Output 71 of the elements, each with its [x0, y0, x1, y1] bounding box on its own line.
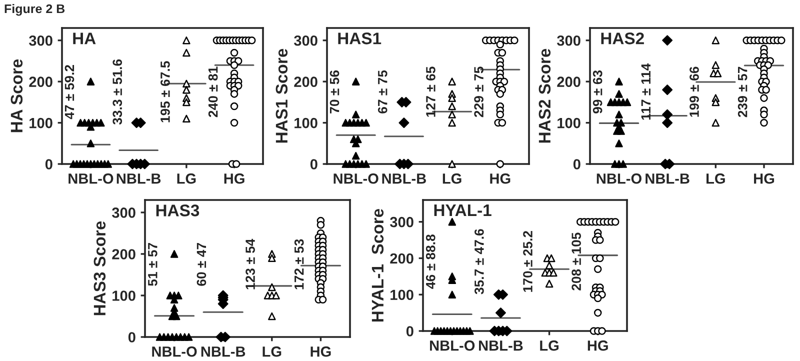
- ref-line-label: 117 ± 114: [641, 63, 650, 120]
- y-tick-label: 0: [45, 159, 52, 170]
- x-tick-label: HG: [588, 340, 608, 351]
- y-tick-label: 300: [294, 35, 318, 46]
- x-tick-label: LG: [442, 173, 462, 184]
- y-axis-title: HAS1 Score: [276, 48, 288, 143]
- chart-title: HAS1: [338, 32, 382, 44]
- ref-line-label: 33.3 ± 51.6: [112, 59, 122, 125]
- y-tick-label: 300: [28, 35, 52, 46]
- ref-line-label: 127 ± 65: [426, 66, 436, 117]
- x-tick-label: HG: [490, 173, 510, 184]
- y-tick-label: 300: [556, 35, 580, 46]
- ref-line-label: 51 ± 57: [148, 243, 158, 286]
- x-tick-label: HG: [310, 346, 331, 357]
- ref-line-label: 99 ± 63: [592, 70, 602, 114]
- y-axis-title: HAS3 Score: [94, 221, 106, 316]
- x-tick-label: LG: [177, 173, 196, 184]
- y-tick-label: 0: [406, 326, 414, 336]
- ref-line-label: 170 ± 25.2: [523, 230, 532, 292]
- y-tick-label: 300: [390, 216, 414, 228]
- y-tick-label: 300: [112, 208, 136, 218]
- y-tick-label: 200: [294, 76, 318, 88]
- y-tick-label: 0: [310, 159, 318, 170]
- y-tick-label: 0: [573, 159, 580, 170]
- ref-line-label: 172 ± 53: [294, 239, 304, 290]
- ref-line-label: 46 ± 88.8: [426, 234, 436, 289]
- x-tick-label: NBL-O: [152, 346, 197, 357]
- ref-line-label: 195 ± 67.5: [160, 61, 170, 122]
- y-tick-label: 100: [558, 118, 580, 128]
- x-tick-label: NBL-B: [646, 174, 690, 184]
- ref-line-label: 67 ± 75: [378, 70, 388, 114]
- x-tick-label: NBL-B: [116, 174, 161, 184]
- x-tick-label: HG: [224, 173, 244, 184]
- chart-title: HYAL-1: [434, 204, 492, 216]
- x-tick-label: NBL-O: [596, 173, 642, 184]
- x-tick-label: NBL-O: [334, 173, 378, 184]
- ref-line-label: 199 ± 66: [690, 66, 699, 117]
- chart-title: HAS2: [601, 32, 644, 44]
- x-tick-label: LG: [540, 340, 559, 351]
- y-axis-title: HYAL-1 Score: [372, 208, 384, 322]
- ref-line-label: 240 ± 81: [208, 66, 218, 118]
- x-tick-label: NBL-O: [68, 173, 114, 184]
- x-tick-label: LG: [706, 173, 725, 184]
- ref-line-label: 47 ± 59.2: [64, 64, 74, 120]
- ref-line-label: 239 ± 57: [738, 66, 748, 118]
- ref-line-label: 70 ± 56: [330, 70, 340, 114]
- y-tick-label: 0: [128, 332, 136, 342]
- x-tick-label: NBL-B: [201, 346, 246, 357]
- ref-line-label: 229 ± 75: [474, 66, 484, 118]
- x-tick-label: LG: [262, 346, 282, 357]
- ref-line-label: 208 ± 105: [572, 232, 581, 290]
- x-tick-label: NBL-B: [382, 174, 426, 184]
- y-tick-label: 100: [294, 118, 318, 128]
- y-tick-label: 200: [390, 253, 414, 264]
- y-tick-label: 100: [112, 290, 136, 301]
- y-tick-label: 200: [557, 76, 580, 88]
- ref-line-label: 35.7 ± 47.6: [474, 229, 484, 294]
- y-axis-title: HA Score: [10, 59, 23, 132]
- chart-title: HA: [73, 32, 96, 44]
- chart-title: HAS3: [156, 204, 200, 216]
- y-tick-label: 200: [112, 249, 136, 260]
- y-tick-label: 100: [390, 290, 414, 300]
- y-tick-label: 100: [30, 118, 52, 128]
- x-tick-label: NBL-O: [430, 340, 475, 351]
- ref-line-label: 60 ± 47: [196, 243, 206, 286]
- ref-line-label: 123 ± 54: [246, 238, 255, 290]
- x-tick-label: HG: [754, 173, 774, 184]
- y-tick-label: 200: [29, 76, 52, 88]
- caption: Figure 2 B: [4, 4, 65, 16]
- y-axis-title: HAS2 Score: [538, 48, 551, 143]
- x-tick-label: NBL-B: [479, 340, 523, 351]
